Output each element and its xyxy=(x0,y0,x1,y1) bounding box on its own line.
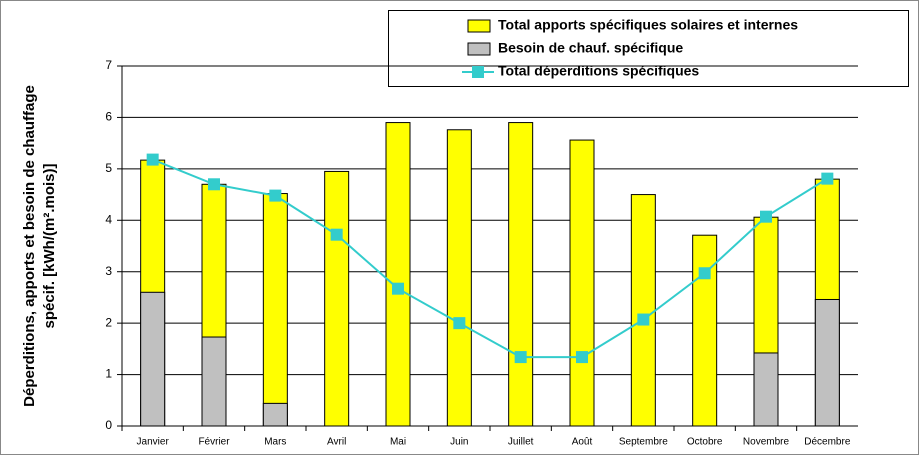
bar xyxy=(262,193,288,427)
point xyxy=(330,228,343,241)
x-tick-label: Mars xyxy=(264,437,286,448)
x-tick-label: Juillet xyxy=(508,437,534,448)
x-tick-label: Décembre xyxy=(804,437,851,448)
point xyxy=(392,282,404,295)
bar xyxy=(446,129,472,427)
y-label-line: spécif. [kWh/(m².mois)] xyxy=(41,163,58,328)
x-tick-label: Juin xyxy=(450,437,468,448)
x-tick-label: Mai xyxy=(390,437,406,448)
bar xyxy=(201,336,227,427)
point xyxy=(514,351,527,364)
legend-label: Besoin de chauf. spécifique xyxy=(498,40,683,56)
bar xyxy=(385,122,411,427)
bar xyxy=(324,170,350,427)
x-tick-label: Avril xyxy=(327,437,346,448)
bar xyxy=(753,352,779,427)
y-tick-label: 7 xyxy=(105,58,112,72)
x-tick-label: Août xyxy=(572,437,593,448)
bar xyxy=(262,402,288,427)
x-tick-label: Novembre xyxy=(743,437,790,448)
line xyxy=(152,158,828,359)
point xyxy=(453,317,466,330)
point xyxy=(208,178,220,191)
point xyxy=(269,189,282,202)
legend-swatch xyxy=(467,42,491,56)
x-tick-label: Octobre xyxy=(687,437,723,448)
y-tick-label: 1 xyxy=(105,367,112,381)
legend-label: Total déperditions spécifiques xyxy=(498,63,699,79)
bar xyxy=(814,298,840,427)
y-tick-label: 6 xyxy=(105,110,112,124)
x-tick-label: Janvier xyxy=(137,437,170,448)
bar xyxy=(630,194,656,427)
legend-swatch xyxy=(467,19,491,33)
point xyxy=(821,172,834,185)
y-tick-label: 2 xyxy=(105,315,112,329)
point xyxy=(637,313,650,326)
point xyxy=(698,267,711,280)
y-tick-label: 5 xyxy=(105,161,112,175)
bar xyxy=(692,234,718,427)
y-tick-label: 0 xyxy=(105,418,112,432)
x-tick-label: Février xyxy=(198,437,230,448)
point xyxy=(576,351,588,364)
bar xyxy=(140,291,166,427)
legend-marker xyxy=(472,66,484,78)
y-tick-label: 3 xyxy=(105,264,112,278)
y-tick-label: 4 xyxy=(105,212,112,226)
x-tick-label: Septembre xyxy=(619,437,668,448)
y-label-line: Déperditions, apports et besoin de chauf… xyxy=(21,85,38,407)
point xyxy=(760,210,772,223)
bar xyxy=(569,139,595,427)
legend-label: Total apports spécifiques solaires et in… xyxy=(498,17,798,33)
point xyxy=(146,153,159,166)
y-axis-title: Déperditions, apports et besoin de chauf… xyxy=(21,85,58,407)
bar xyxy=(508,122,534,427)
